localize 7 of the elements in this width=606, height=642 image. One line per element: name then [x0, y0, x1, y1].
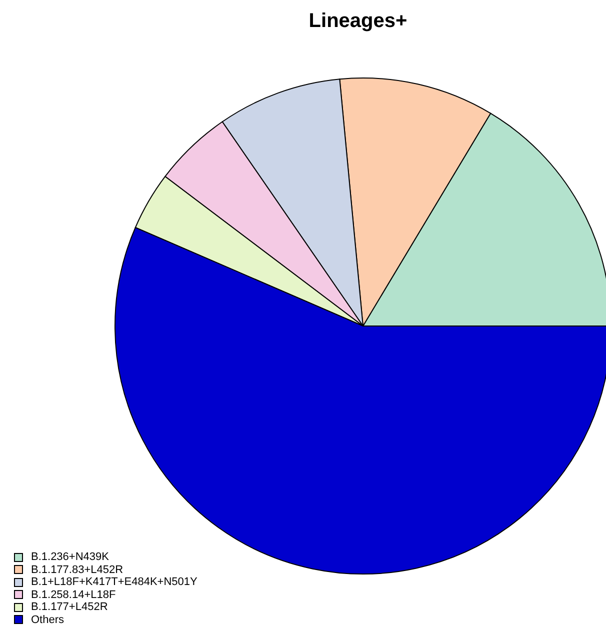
- legend-label: B.1.177.83+L452R: [31, 564, 124, 576]
- chart-title: Lineages+: [308, 10, 408, 33]
- legend-label: Others: [31, 614, 64, 626]
- legend-label: B.1.236+N439K: [31, 551, 109, 564]
- legend-label: B.1+L18F+K417T+E484K+N501Y: [31, 576, 198, 588]
- legend-label: B.1.177+L452R: [31, 601, 108, 614]
- legend-label: B.1.258.14+L18F: [31, 588, 116, 601]
